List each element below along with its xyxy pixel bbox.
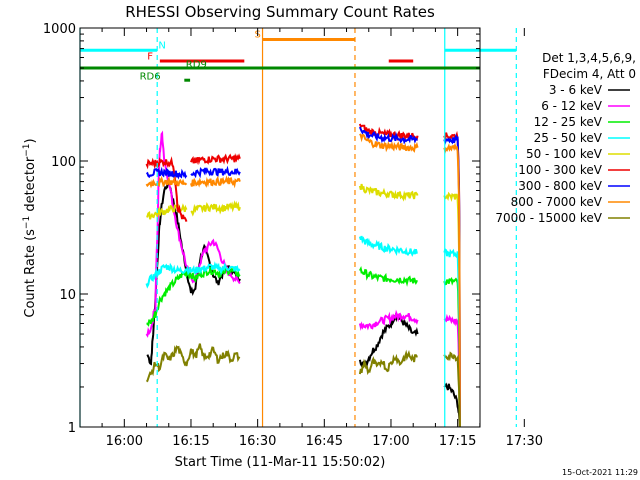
series-3-segment-1: [358, 235, 418, 257]
x-axis-label: Start Time (11-Mar-11 15:50:02): [175, 455, 386, 470]
series-8-segment-1: [358, 349, 418, 376]
series-4-segment-1: [190, 200, 241, 217]
series-4-segment-2: [358, 183, 419, 202]
series-2-segment-1: [359, 266, 418, 287]
series-3: [145, 235, 461, 428]
series-8-segment-0: [145, 343, 241, 383]
series-5-segment-0: [145, 156, 188, 222]
series-8-segment-2: [443, 351, 461, 428]
series-8: [145, 343, 461, 428]
series-0: [146, 176, 461, 428]
legend-label-7: 800 - 7000 keV: [511, 195, 603, 209]
series-0-segment-1: [358, 312, 419, 368]
x-tick-label-3: 16:45: [306, 434, 343, 449]
legend: Det 1,3,4,5,6,9, FDecim 4, Att 0 3 - 6 k…: [495, 51, 636, 225]
series-6-segment-2: [358, 126, 418, 145]
x-tick-label-0: 16:00: [106, 434, 143, 449]
annotation-label-2: F: [147, 51, 153, 62]
y-axis-label: Count Rate (s−1 detector−1): [22, 138, 38, 317]
legend-header-line-1: Det 1,3,4,5,6,9,: [542, 51, 636, 65]
series-7-segment-2: [359, 133, 419, 153]
x-tick-label-2: 16:30: [239, 434, 276, 449]
legend-label-5: 100 - 300 keV: [518, 163, 602, 177]
y-tick-label-2: 100: [51, 155, 76, 170]
series-5-segment-1: [190, 152, 241, 166]
plot-frame: [79, 27, 481, 428]
series-7-segment-1: [190, 175, 241, 189]
x-tick-label-6: 17:30: [506, 434, 543, 449]
series-3-segment-0: [145, 261, 241, 289]
y-tick-label-3: 1000: [43, 22, 76, 37]
series-7-segment-3: [443, 142, 461, 428]
annotation-label-4: RD6: [140, 71, 161, 82]
series-1-segment-0: [145, 130, 241, 338]
series-5-segment-2: [358, 123, 419, 142]
series-4-segment-3: [443, 191, 461, 428]
legend-label-2: 12 - 25 keV: [534, 115, 603, 129]
annotation-label-3: RD9: [186, 59, 207, 70]
legend-items: 3 - 6 keV 6 - 12 keV 12 - 25 keV 25 - 50 ke…: [495, 83, 630, 225]
x-tick-label-1: 16:15: [172, 434, 209, 449]
y-tick-label-1: 10: [59, 288, 76, 303]
plot-area: NSFRD9RD6: [79, 28, 517, 428]
series-6-segment-1: [190, 165, 241, 179]
y-tick-label-0: 1: [68, 421, 76, 436]
legend-label-3: 25 - 50 keV: [534, 131, 603, 145]
annotation-label-0: N: [158, 41, 165, 52]
legend-label-4: 50 - 100 keV: [526, 147, 603, 161]
legend-header-line-2: FDecim 4, Att 0: [543, 67, 636, 81]
legend-label-8: 7000 - 15000 keV: [495, 211, 602, 225]
legend-label-6: 300 - 800 keV: [518, 179, 602, 193]
series-4: [146, 183, 461, 428]
axis-ticks: 16:00 16:15 16:30 16:45 17:00 17:15 17:30 1 10 10…: [43, 22, 543, 449]
footer-date: 15-Oct-2021 11:29: [562, 468, 638, 477]
legend-label-1: 6 - 12 keV: [541, 99, 603, 113]
series-7: [145, 133, 461, 428]
series-0-segment-2: [443, 382, 461, 428]
chart-title: RHESSI Observing Summary Count Rates: [125, 3, 435, 21]
series-6-segment-0: [145, 166, 188, 180]
series-2-segment-0: [146, 266, 241, 327]
series-7-segment-0: [145, 175, 188, 189]
x-tick-label-5: 17:15: [439, 434, 476, 449]
x-tick-label-4: 17:00: [372, 434, 409, 449]
legend-label-0: 3 - 6 keV: [549, 83, 603, 97]
series-1-segment-1: [358, 309, 419, 331]
